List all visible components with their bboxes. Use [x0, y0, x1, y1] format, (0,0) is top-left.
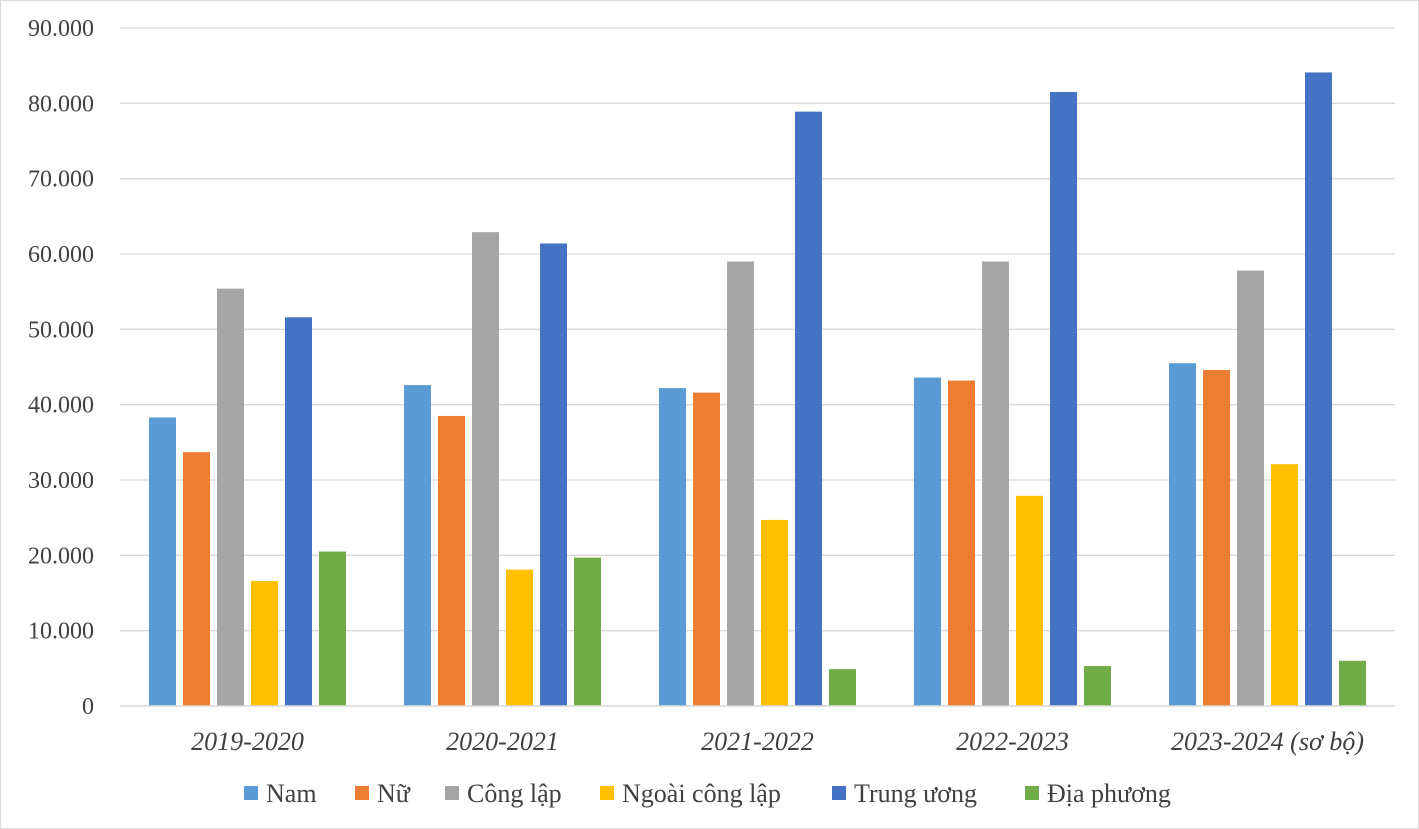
legend-label: Nam [266, 779, 317, 808]
bar [1339, 660, 1366, 706]
bar [574, 557, 601, 706]
legend-item: Nam [244, 779, 317, 808]
bar [540, 243, 567, 706]
legend-label: Công lập [467, 779, 562, 808]
bar [1050, 92, 1077, 707]
x-tick-label: 2021-2022 [701, 727, 814, 756]
bar [1084, 666, 1111, 706]
x-tick-label: 2022-2023 [956, 727, 1069, 756]
bar [1271, 464, 1298, 706]
y-tick-label: 50.000 [28, 317, 94, 343]
y-tick-label: 90.000 [28, 16, 94, 42]
legend-swatch [600, 786, 614, 800]
y-tick-label: 20.000 [28, 543, 94, 569]
bar [659, 388, 686, 706]
bar [472, 232, 499, 707]
bar [149, 417, 176, 706]
x-axis-category-labels: 2019-2020 2020-2021 2021-2022 2022-2023 2023… [191, 727, 1364, 756]
legend-item: Ngoài công lập [600, 779, 781, 808]
y-axis-tick-labels: 0 10.000 20.000 30.000 40.000 50.000 60.000 70.… [28, 16, 94, 720]
y-tick-label: 30.000 [28, 468, 94, 494]
legend-item: Địa phương [1025, 779, 1171, 808]
legend-swatch [1025, 786, 1039, 800]
bar [829, 669, 856, 706]
bar [948, 380, 975, 706]
legend-label: Địa phương [1047, 779, 1171, 808]
x-tick-label: 2019-2020 [191, 727, 304, 756]
bar [251, 580, 278, 706]
y-tick-label: 40.000 [28, 393, 94, 419]
y-tick-label: 0 [82, 694, 94, 720]
legend-label: Trung ương [854, 779, 977, 808]
bar [217, 288, 244, 706]
bar [982, 261, 1009, 706]
bar [404, 385, 431, 706]
bar [1169, 363, 1196, 706]
bar [693, 392, 720, 706]
bar [1305, 72, 1332, 707]
legend-label: Ngoài công lập [622, 779, 781, 808]
legend-swatch [445, 786, 459, 800]
bars [149, 72, 1366, 707]
bar [183, 452, 210, 706]
legend-swatch [244, 786, 258, 800]
bar [761, 519, 788, 706]
legend-item: Nữ [355, 779, 411, 808]
bar [285, 317, 312, 706]
legend-item: Trung ương [832, 779, 977, 808]
y-tick-label: 80.000 [28, 91, 94, 117]
bar [914, 377, 941, 706]
bar [1203, 370, 1230, 706]
legend: Nam Nữ Công lập Ngoài công lập Trung ương Địa… [244, 779, 1171, 808]
bar [319, 551, 346, 706]
bar [1237, 270, 1264, 706]
legend-item: Công lập [445, 779, 562, 808]
x-tick-label: 2020-2021 [446, 727, 559, 756]
bar [506, 569, 533, 706]
bar [438, 415, 465, 706]
x-tick-label: 2023-2024 (sơ bộ) [1171, 727, 1364, 756]
bar [727, 261, 754, 706]
legend-label: Nữ [377, 779, 411, 808]
legend-swatch [832, 786, 846, 800]
bar [795, 111, 822, 707]
y-tick-label: 60.000 [28, 242, 94, 268]
y-tick-label: 10.000 [28, 619, 94, 645]
y-tick-label: 70.000 [28, 167, 94, 193]
bar [1016, 495, 1043, 706]
legend-swatch [355, 786, 369, 800]
